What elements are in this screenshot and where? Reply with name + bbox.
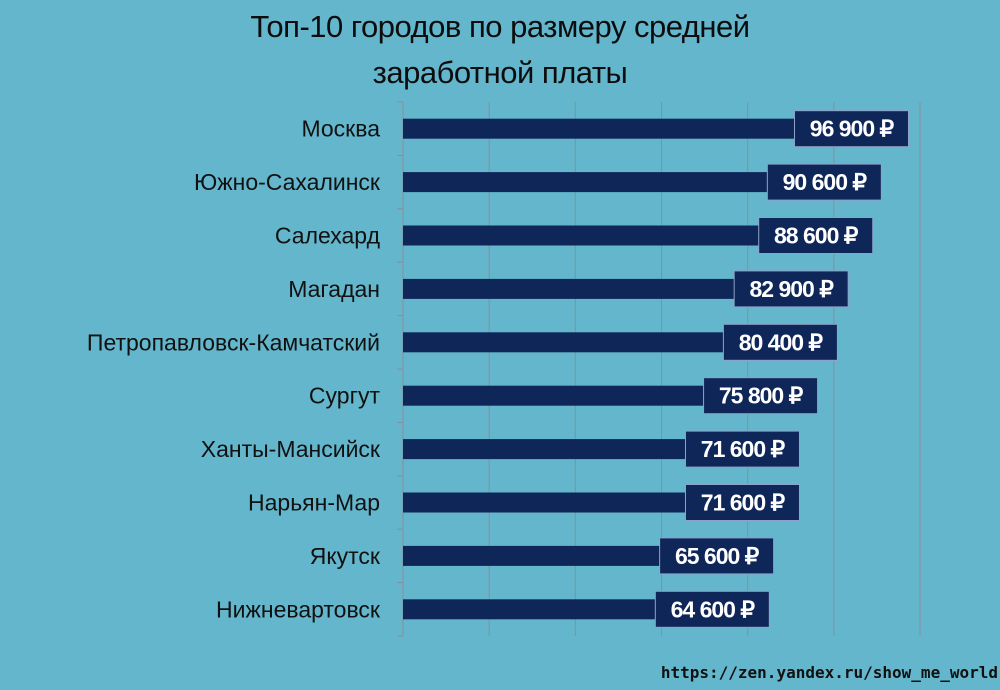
category-label: Магадан (288, 276, 380, 302)
data-label-box (703, 377, 819, 415)
category-label: Якутск (310, 543, 381, 569)
source-url: https://zen.yandex.ru/show_me_world (660, 663, 998, 682)
data-label: 65 600 ₽ (675, 543, 760, 569)
chart-title-line-1: Топ-10 городов по размеру средней (250, 9, 750, 44)
data-label: 88 600 ₽ (774, 223, 859, 249)
data-label-box (722, 323, 838, 361)
category-label: Салехард (275, 223, 381, 249)
data-label: 71 600 ₽ (701, 490, 786, 516)
category-label: Нижневартовск (216, 596, 381, 622)
category-label: Ханты-Мансийск (201, 436, 381, 462)
bar (403, 225, 785, 246)
data-label-box (733, 270, 849, 308)
bar (403, 492, 712, 513)
data-label: 71 600 ₽ (701, 436, 786, 462)
chart-title: Топ-10 городов по размеру средней зарабо… (150, 4, 850, 96)
bar (403, 118, 821, 139)
category-label: Нарьян-Мар (248, 490, 380, 516)
data-label-box (659, 537, 775, 575)
bar (403, 439, 712, 460)
data-label-box (684, 430, 800, 468)
category-label: Москва (301, 116, 380, 142)
bar (403, 278, 761, 299)
data-label-box (758, 217, 874, 254)
data-label-box (654, 590, 770, 628)
data-label: 64 600 ₽ (671, 596, 756, 622)
category-label: Южно-Сахалинск (194, 169, 381, 195)
bar (403, 599, 682, 620)
data-label: 75 800 ₽ (719, 383, 804, 409)
data-label-box (684, 484, 800, 521)
bar (403, 545, 686, 566)
bar (403, 385, 730, 406)
bar (403, 172, 794, 193)
chart-title-line-2: заработной платы (372, 55, 628, 90)
category-label: Сургут (309, 383, 381, 409)
category-label: Петропавловск-Камчатский (87, 329, 380, 355)
data-label: 80 400 ₽ (739, 329, 824, 355)
data-label-box (793, 110, 909, 148)
bar (403, 332, 750, 353)
data-label: 82 900 ₽ (749, 276, 834, 302)
data-label-box (766, 163, 882, 201)
data-label: 90 600 ₽ (783, 169, 868, 195)
data-label: 96 900 ₽ (810, 116, 895, 142)
